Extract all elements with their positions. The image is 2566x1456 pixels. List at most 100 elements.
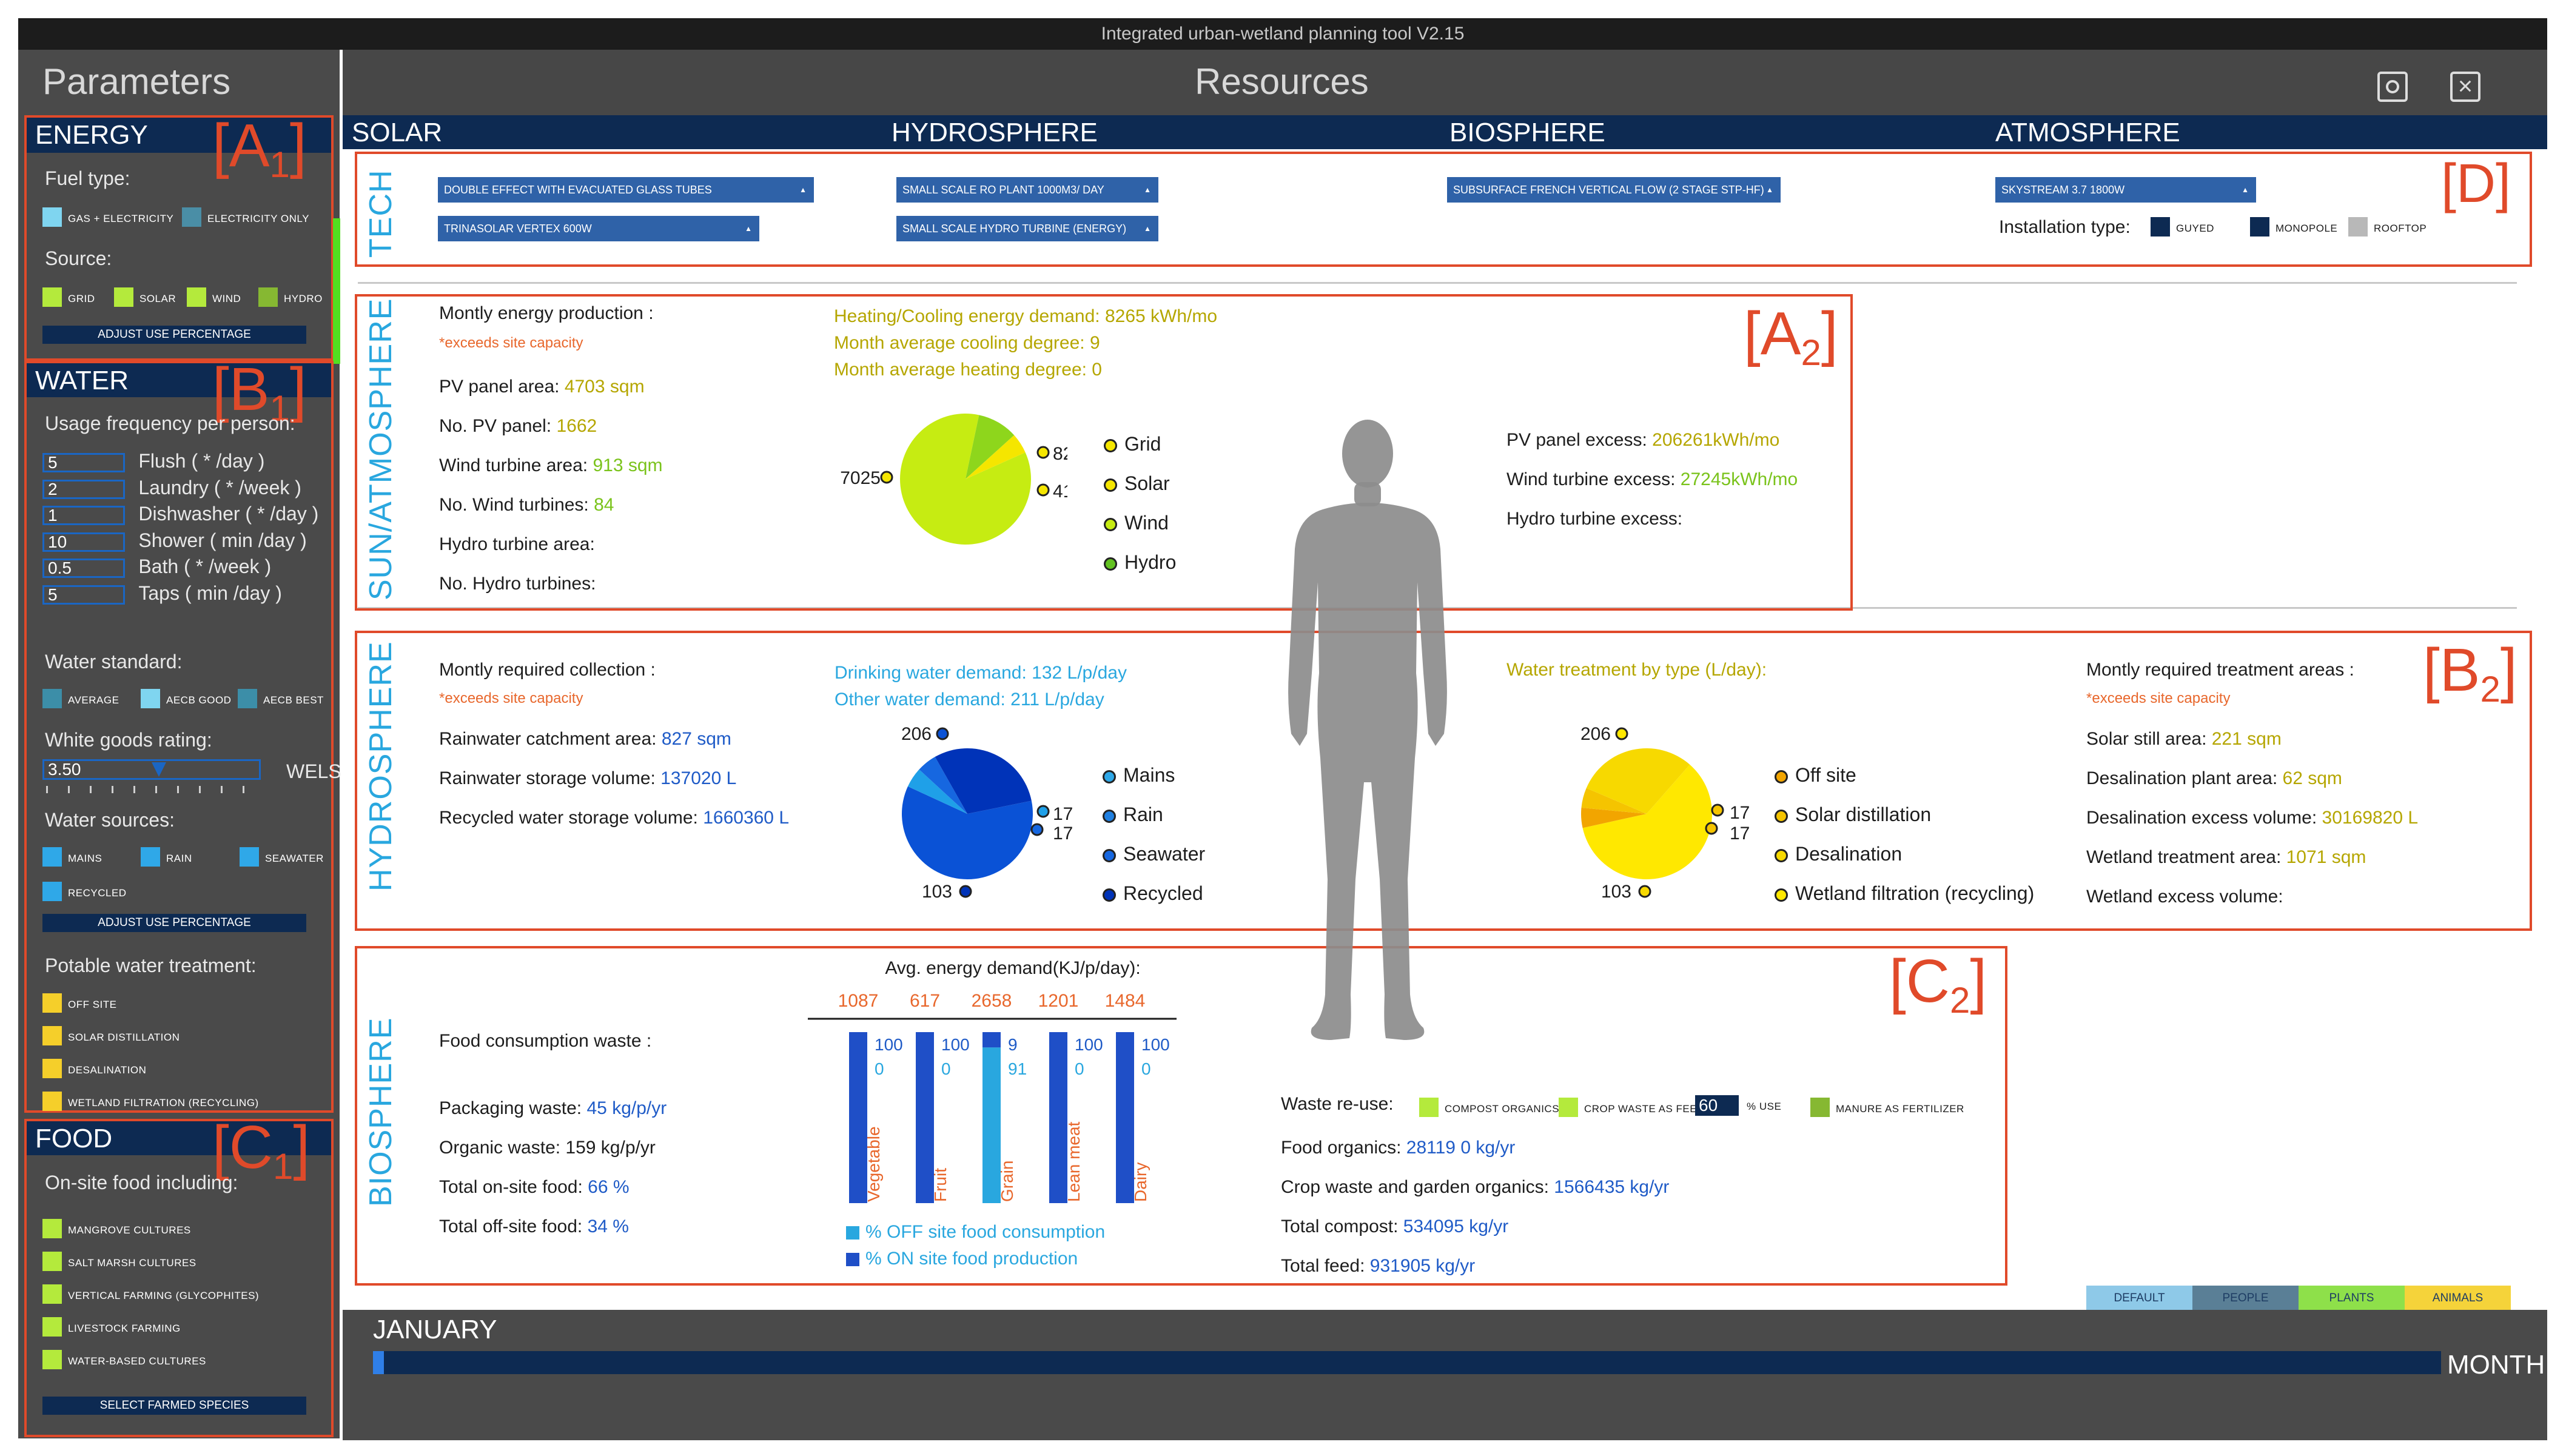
source-label: Source:: [45, 247, 112, 269]
human-silhouette: [1288, 420, 1447, 1040]
pie-data-label: 17: [1730, 824, 1750, 844]
legend-solar: Solar: [1104, 464, 1176, 503]
treatment-solar-distillation[interactable]: SOLAR DISTILLATION: [42, 1025, 180, 1046]
source-grid[interactable]: GRID: [42, 286, 95, 307]
treatment-wetland[interactable]: WETLAND FILTRATION (RECYCLING): [42, 1090, 259, 1112]
water-source-recycled[interactable]: RECYCLED: [42, 881, 127, 902]
bio-tech-dropdown[interactable]: SUBSURFACE FRENCH VERTICAL FLOW (2 STAGE…: [1447, 177, 1781, 203]
bar-on-site: [1049, 1032, 1067, 1203]
slider-handle[interactable]: [152, 762, 166, 777]
hydro-rows: Rainwater catchment area: 827 sqm Rainwa…: [439, 719, 789, 837]
tab-biosphere[interactable]: BIOSPHERE: [1449, 118, 1605, 147]
water-header[interactable]: [27, 363, 331, 397]
source-wind[interactable]: WIND: [187, 286, 241, 307]
pie-label-marker: [1615, 727, 1628, 740]
source-hydro[interactable]: HYDRO: [258, 286, 323, 307]
food-water-based[interactable]: WATER-BASED CULTURES: [42, 1349, 206, 1370]
usage-row: 5 Flush ( * /day ): [42, 450, 327, 477]
sidebar-scrollbar[interactable]: [333, 218, 340, 364]
energy-header[interactable]: [27, 118, 331, 153]
plants-button[interactable]: PLANTS: [2299, 1286, 2405, 1311]
pie-slice-wetland-filtration-recycling-: [1586, 748, 1690, 814]
reuse-percent-input[interactable]: 60: [1695, 1095, 1739, 1116]
bio-row: Total on-site food: 66 %: [439, 1177, 630, 1197]
reuse-crop-waste[interactable]: CROP WASTE AS FEED: [1559, 1096, 1705, 1118]
people-button[interactable]: PEOPLE: [2192, 1286, 2299, 1311]
standard-average[interactable]: AVERAGE: [42, 688, 119, 709]
reuse-compost[interactable]: COMPOST ORGANICS: [1419, 1096, 1559, 1118]
food-waste-title: Food consumption waste :: [439, 1031, 652, 1051]
install-rooftop[interactable]: ROOFTOP: [2348, 216, 2427, 237]
bio-label: BIOSPHERE: [363, 1017, 398, 1207]
area-row: Desalination excess volume: 30169820 L: [2086, 808, 2419, 828]
atmo-tech-dropdown[interactable]: SKYSTREAM 3.7 1800W: [1995, 177, 2256, 203]
usage-value[interactable]: 5: [42, 453, 125, 473]
usage-value[interactable]: 5: [42, 585, 125, 605]
animals-button[interactable]: ANIMALS: [2405, 1286, 2511, 1311]
usage-value[interactable]: 2: [42, 479, 125, 499]
legend-rain: Rain: [1103, 795, 1205, 834]
bar-off-value: 91: [1008, 1059, 1027, 1078]
food-livestock[interactable]: LIVESTOCK FARMING: [42, 1316, 181, 1337]
hydro-tag: [B2]: [2423, 636, 2517, 710]
main-header: [343, 50, 2547, 115]
source-solar[interactable]: SOLAR: [114, 286, 176, 307]
water-demand: Drinking water demand: 132 L/p/day Other …: [835, 663, 1127, 710]
close-icon[interactable]: ×: [2450, 72, 2480, 102]
fuel-electricity-only[interactable]: ELECTRICITY ONLY: [182, 206, 309, 227]
pie-slice-rain: [907, 769, 967, 814]
treatment-areas: Solar still area: 221 sqm Desalination p…: [2086, 719, 2418, 916]
water-source-mains[interactable]: MAINS: [42, 846, 102, 867]
pie-slice-off-site: [1582, 764, 1712, 879]
bar-category-label: Vegetable: [864, 1126, 883, 1202]
bar-chart-title: Avg. energy demand(KJ/p/day):: [885, 958, 1140, 978]
usage-value[interactable]: 1: [42, 506, 125, 526]
install-monopole[interactable]: MONOPOLE: [2250, 216, 2337, 237]
bar-on-site: [1116, 1032, 1134, 1203]
food-vertical-farming[interactable]: VERTICAL FARMING (GLYCOPHITES): [42, 1283, 259, 1304]
pie-slice-seawater: [919, 757, 967, 814]
water-source-rain[interactable]: RAIN: [141, 846, 192, 867]
usage-value[interactable]: 10: [42, 532, 125, 552]
usage-value[interactable]: 0.5: [42, 559, 125, 579]
treatment-desalination[interactable]: DESALINATION: [42, 1058, 146, 1079]
tab-atmosphere[interactable]: ATMOSPHERE: [1995, 118, 2180, 147]
sun-row: Wind turbine area: 913 sqm: [439, 455, 663, 475]
reuse-manure[interactable]: MANURE AS FERTILIZER: [1810, 1096, 1964, 1118]
pie-data-label: 103: [1601, 882, 1631, 902]
water-source-seawater[interactable]: SEAWATER: [240, 846, 324, 867]
standard-aecb-good[interactable]: AECB GOOD: [141, 688, 231, 709]
tab-hydrosphere[interactable]: HYDROSPHERE: [892, 118, 1098, 147]
water-adjust-button[interactable]: ADJUST USE PERCENTAGE: [42, 914, 306, 932]
legend-grid: Grid: [1104, 424, 1176, 464]
tab-solar[interactable]: SOLAR: [352, 118, 443, 147]
screenshot-icon[interactable]: [2377, 72, 2408, 102]
legend-solar-distillation: Solar distillation: [1775, 795, 2034, 834]
hydro-row: Recycled water storage volume: 1660360 L: [439, 808, 790, 828]
pie-label-marker: [1711, 803, 1724, 817]
energy-adjust-button[interactable]: ADJUST USE PERCENTAGE: [42, 326, 306, 344]
hydro-tech-dropdown-2[interactable]: SMALL SCALE HYDRO TURBINE (ENERGY): [896, 216, 1158, 241]
fuel-gas-electricity[interactable]: GAS + ELECTRICITY: [42, 206, 173, 227]
bar-on-value: 100: [875, 1035, 903, 1054]
default-button[interactable]: DEFAULT: [2086, 1286, 2192, 1311]
food-mangrove[interactable]: MANGROVE CULTURES: [42, 1218, 191, 1239]
timeline-handle[interactable]: [373, 1351, 384, 1374]
install-guyed[interactable]: GUYED: [2151, 216, 2214, 237]
white-goods-value: 3.50: [48, 760, 81, 779]
food-header[interactable]: [27, 1121, 331, 1155]
bar-category-label: Dairy: [1131, 1162, 1150, 1202]
onsite-food-label: On-site food including:: [45, 1172, 238, 1193]
timeline-track[interactable]: [373, 1351, 2441, 1374]
select-species-button[interactable]: SELECT FARMED SPECIES: [42, 1397, 306, 1415]
treatment-off-site[interactable]: OFF SITE: [42, 992, 117, 1013]
legend-hydro: Hydro: [1104, 543, 1176, 582]
solar-tech-dropdown-1[interactable]: DOUBLE EFFECT WITH EVACUATED GLASS TUBES: [438, 177, 814, 203]
legend-desalination: Desalination: [1775, 834, 2034, 874]
bar-off-value: 0: [941, 1059, 951, 1078]
solar-tech-dropdown-2[interactable]: TRINASOLAR VERTEX 600W: [438, 216, 759, 241]
white-goods-slider[interactable]: 3.50: [42, 759, 261, 780]
food-salt-marsh[interactable]: SALT MARSH CULTURES: [42, 1250, 196, 1272]
standard-aecb-best[interactable]: AECB BEST: [238, 688, 324, 709]
hydro-tech-dropdown-1[interactable]: SMALL SCALE RO PLANT 1000M3/ DAY: [896, 177, 1158, 203]
